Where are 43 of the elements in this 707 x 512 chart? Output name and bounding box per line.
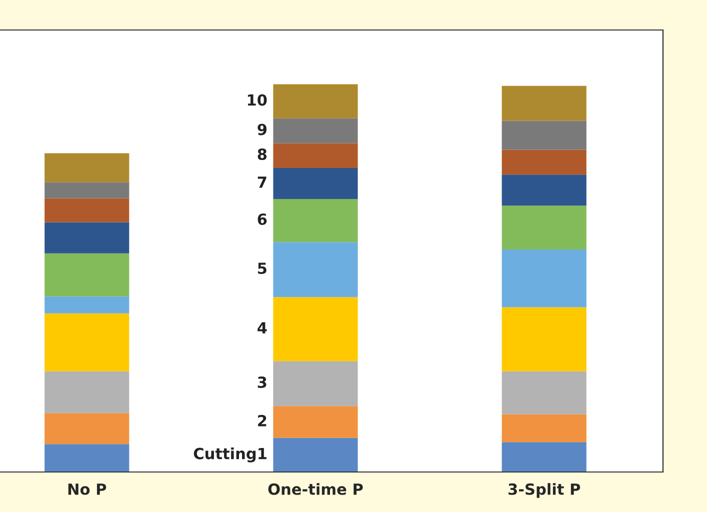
x-tick-label: One-time P [268,483,363,495]
bar [273,297,358,362]
series-label: 6 [258,213,267,225]
series-label: 10 [248,94,267,106]
x-tick-label: 3-Split P [508,483,580,498]
bar [44,371,130,414]
series-label: 8 [258,148,267,160]
series-label: 3 [258,376,266,388]
series-label: 9 [258,124,267,136]
bar [502,174,586,206]
bar [273,118,358,144]
bar [502,206,586,250]
series-label: 5 [258,262,266,274]
series-label: Cutting1 [194,447,266,462]
bar [44,444,130,472]
bar [273,168,358,200]
bar [44,153,130,182]
series-label: 4 [258,322,267,334]
bar [502,442,586,472]
bar [273,438,358,472]
bar [273,406,358,438]
bar [273,84,358,118]
series-label: 2 [258,414,266,426]
bar [44,253,130,296]
bar [502,120,586,150]
bar [502,249,586,308]
bar [273,242,358,298]
bar [273,143,358,168]
bar [273,361,358,406]
x-tick-label: No P [68,484,106,495]
bar [502,414,586,442]
bar [502,86,586,121]
bar [44,182,130,198]
bar [502,371,586,414]
bar [44,313,130,372]
bar [44,198,130,222]
bar [502,307,586,372]
bar [273,199,358,242]
bar [44,413,130,444]
bar [44,222,130,254]
bar [502,150,586,175]
series-label: 7 [258,176,266,188]
bar [44,296,130,314]
